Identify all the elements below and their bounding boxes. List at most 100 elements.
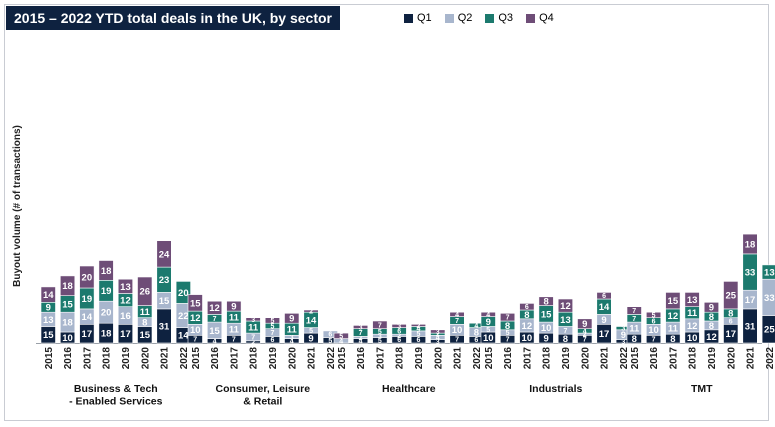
data-label: 17 bbox=[120, 329, 131, 340]
data-label: 6 bbox=[525, 304, 529, 311]
legend: Q1 Q2 Q3 Q4 bbox=[404, 10, 554, 26]
year-tick-label: 2018 bbox=[542, 347, 553, 370]
data-label: 6 bbox=[602, 293, 606, 300]
bar-segment-q4 bbox=[79, 265, 95, 289]
data-label: 10 bbox=[483, 333, 494, 344]
data-label: 3 bbox=[359, 325, 363, 332]
data-label: 17 bbox=[725, 329, 736, 340]
year-tick-label: 2016 bbox=[63, 347, 74, 370]
data-label: 3 bbox=[621, 326, 625, 333]
data-label: 6 bbox=[397, 328, 401, 335]
data-label: 3 bbox=[436, 339, 440, 346]
y-axis-label: Buyout volume (# of transactions) bbox=[12, 125, 23, 287]
year-tick-label: 2018 bbox=[395, 347, 406, 370]
year-tick-label: 2017 bbox=[375, 347, 386, 370]
data-label: 12 bbox=[522, 321, 533, 332]
data-label: 7 bbox=[506, 315, 510, 322]
data-label: 10 bbox=[62, 333, 73, 344]
data-label: 2 bbox=[416, 323, 420, 330]
data-label: 13 bbox=[687, 295, 698, 306]
data-label: 9 bbox=[709, 303, 714, 314]
data-label: 13 bbox=[560, 315, 571, 326]
data-label: 14 bbox=[43, 290, 54, 301]
year-tick-label: 2021 bbox=[600, 347, 611, 370]
data-label: 8 bbox=[142, 318, 147, 329]
data-label: 5 bbox=[309, 328, 313, 335]
data-label: 9 bbox=[231, 302, 236, 313]
year-tick-label: 2015 bbox=[484, 347, 495, 370]
data-label: 11 bbox=[229, 325, 240, 336]
year-tick-label: 2020 bbox=[726, 347, 737, 370]
bar-segment-q4 bbox=[480, 311, 496, 317]
data-label: 11 bbox=[287, 325, 298, 336]
data-label: 6 bbox=[652, 319, 656, 326]
data-label: 11 bbox=[229, 313, 240, 324]
data-label: 4 bbox=[486, 312, 490, 319]
data-label: 3 bbox=[251, 317, 255, 324]
data-label: 8 bbox=[632, 334, 637, 345]
year-tick-label: 2020 bbox=[140, 347, 151, 370]
year-tick-label: 2017 bbox=[668, 347, 679, 370]
data-label: 4 bbox=[359, 338, 363, 345]
data-label: 5 bbox=[378, 338, 382, 345]
data-label: 33 bbox=[764, 293, 775, 304]
data-label: 4 bbox=[290, 338, 294, 345]
data-label: 14 bbox=[178, 331, 189, 342]
data-label: 7 bbox=[506, 337, 510, 344]
year-tick-label: 2016 bbox=[503, 347, 514, 370]
data-label: 5 bbox=[378, 329, 382, 336]
year-tick-label: 2018 bbox=[102, 347, 113, 370]
data-label: 8 bbox=[474, 327, 479, 338]
data-label: 4 bbox=[474, 323, 478, 330]
year-tick-label: 2015 bbox=[337, 347, 348, 370]
data-label: 5 bbox=[328, 338, 332, 345]
legend-label-q4: Q4 bbox=[539, 12, 554, 24]
year-tick-label: 2019 bbox=[707, 347, 718, 370]
bar-segment-q4 bbox=[665, 292, 681, 310]
data-label: 10 bbox=[190, 325, 201, 336]
data-label: 6 bbox=[474, 337, 478, 344]
bar-segment-q4 bbox=[303, 309, 319, 313]
group-label: Business & Tech bbox=[74, 383, 158, 395]
data-label: 4 bbox=[436, 335, 440, 342]
data-label: 11 bbox=[668, 324, 679, 335]
data-label: 7 bbox=[583, 337, 587, 344]
bar-segment-q4 bbox=[117, 278, 133, 294]
data-label: 2 bbox=[397, 333, 401, 340]
data-label: 17 bbox=[745, 295, 756, 306]
group-label: Healthcare bbox=[382, 383, 436, 395]
data-label: 6 bbox=[270, 337, 274, 344]
data-label: 3 bbox=[621, 339, 625, 346]
bar-segment-q4 bbox=[742, 233, 758, 255]
data-label: 11 bbox=[629, 324, 640, 335]
legend-swatch-q3 bbox=[485, 13, 495, 23]
data-label: 7 bbox=[455, 318, 459, 325]
legend-item-q2: Q2 bbox=[444, 12, 472, 24]
bar-segment-q4 bbox=[207, 300, 223, 315]
data-label: 13 bbox=[764, 267, 775, 278]
bar-segment-q4 bbox=[391, 323, 407, 328]
data-label: 5 bbox=[652, 312, 656, 319]
bar-segment-q4 bbox=[449, 311, 465, 317]
year-tick-label: 2022 bbox=[619, 347, 630, 370]
data-label: 16 bbox=[120, 311, 131, 322]
data-label: 13 bbox=[120, 282, 131, 293]
bar-segment-q4 bbox=[557, 298, 574, 313]
data-label: 2 bbox=[251, 339, 255, 346]
group-label: Industrials bbox=[529, 383, 582, 395]
data-label: 7 bbox=[213, 316, 217, 323]
year-tick-label: 2021 bbox=[453, 347, 464, 370]
data-label: 5 bbox=[339, 333, 343, 340]
data-label: 3 bbox=[378, 333, 382, 340]
year-tick-label: 2015 bbox=[630, 347, 641, 370]
bar-segment-q4 bbox=[372, 320, 388, 329]
data-label: 17 bbox=[599, 329, 610, 340]
bar-segment-q4 bbox=[98, 260, 114, 281]
data-label: 8 bbox=[709, 321, 714, 332]
group-label: Consumer, Leisure bbox=[216, 383, 311, 395]
data-label: 20 bbox=[178, 288, 189, 299]
bar-segment-q4 bbox=[723, 281, 739, 310]
data-label: 18 bbox=[101, 266, 112, 277]
bar-segment-q4 bbox=[519, 303, 535, 311]
data-label: 7 bbox=[652, 337, 656, 344]
